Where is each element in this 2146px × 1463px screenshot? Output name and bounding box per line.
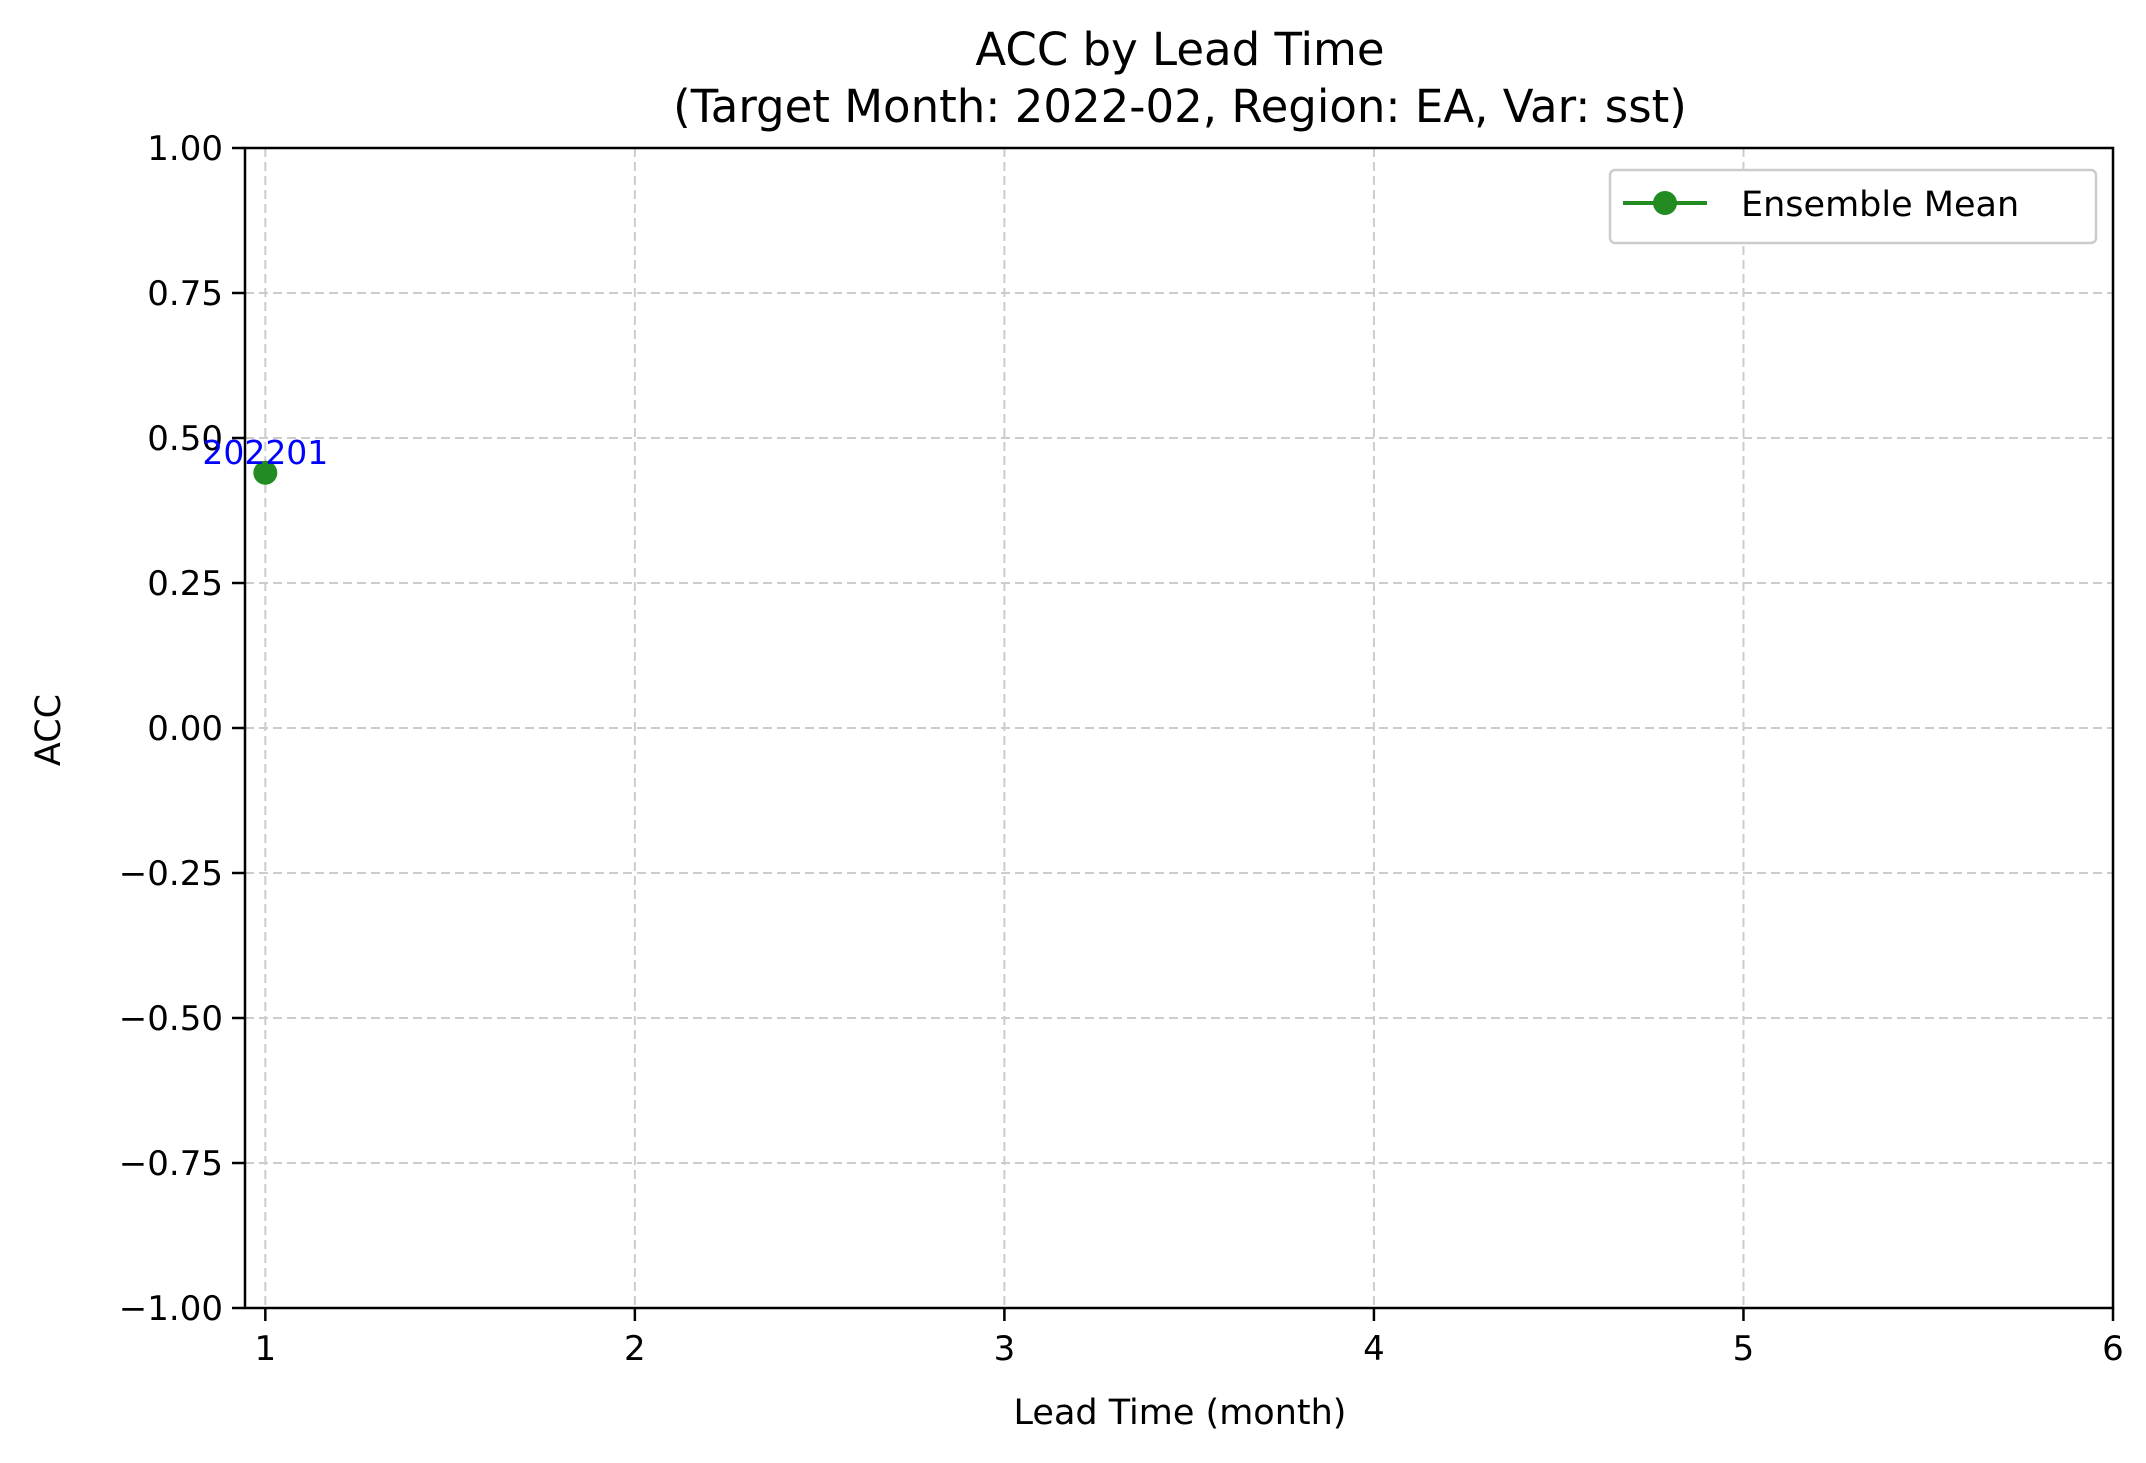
y-tick-label: 0.50 xyxy=(147,419,223,459)
legend-box xyxy=(1608,168,2098,245)
x-tick-label: 4 xyxy=(1363,1329,1385,1369)
x-tick-label: 5 xyxy=(1733,1329,1755,1369)
data-point-marker xyxy=(253,460,278,485)
legend-entry-label: Ensemble Mean xyxy=(1741,185,2019,225)
y-tick-label: −0.50 xyxy=(119,999,223,1039)
legend-marker-swatch xyxy=(1653,191,1677,215)
y-tick-label: 0.00 xyxy=(147,709,223,749)
data-point-annotation: 202201 xyxy=(202,433,328,472)
y-tick-label: 0.75 xyxy=(147,274,223,314)
legend: Ensemble Mean xyxy=(1608,168,2098,245)
chart-subtitle: (Target Month: 2022-02, Region: EA, Var:… xyxy=(673,80,1687,133)
y-tick-label: −1.00 xyxy=(119,1289,223,1329)
y-tick-label: 0.25 xyxy=(147,564,223,604)
x-tick-label: 6 xyxy=(2102,1329,2124,1369)
y-tick-label: −0.25 xyxy=(119,854,223,894)
x-tick-label: 2 xyxy=(624,1329,646,1369)
y-tick-label: 1.00 xyxy=(147,129,223,169)
series-layer: 202201 xyxy=(202,433,328,485)
y-axis-ticks: −1.00 −0.75 −0.50 −0.25 0.00 0.25 0.50 0.75 1.00 xyxy=(119,129,245,1329)
y-tick-label: −0.75 xyxy=(119,1144,223,1184)
x-axis-ticks: 1 2 3 4 5 6 xyxy=(255,1308,2124,1369)
x-axis-label: Lead Time (month) xyxy=(1014,1393,1347,1433)
x-tick-label: 1 xyxy=(255,1329,277,1369)
x-tick-label: 3 xyxy=(994,1329,1016,1369)
y-axis-label: ACC xyxy=(29,694,69,766)
chart-title: ACC by Lead Time xyxy=(975,23,1384,76)
